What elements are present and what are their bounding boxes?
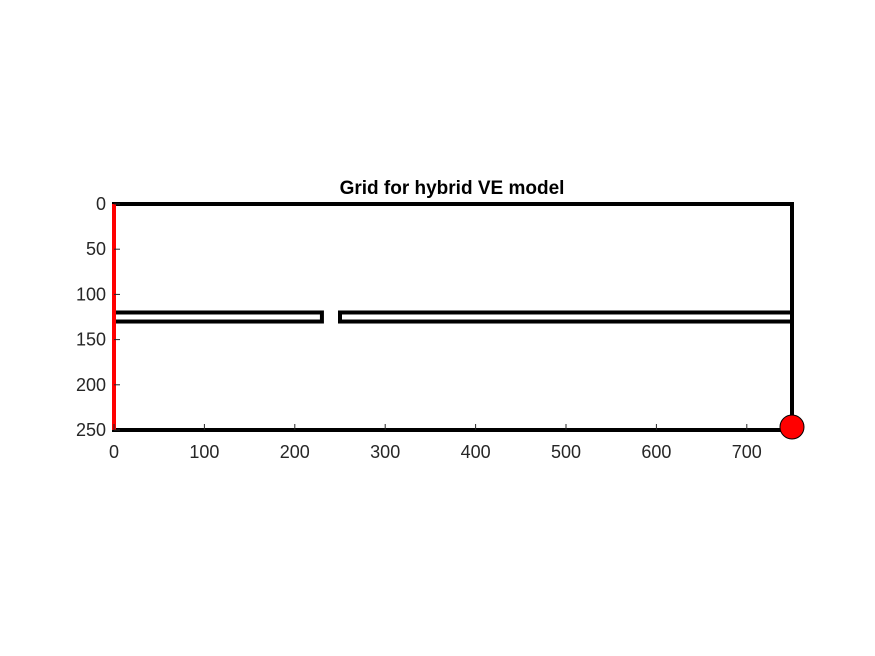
x-tick-label: 700 <box>732 442 762 462</box>
y-tick-label: 200 <box>76 375 106 395</box>
y-tick-label: 150 <box>76 330 106 350</box>
barrier-segment-2 <box>338 310 794 324</box>
y-tick-label: 0 <box>96 194 106 214</box>
y-tick-label: 50 <box>86 239 106 259</box>
x-tick-label: 100 <box>189 442 219 462</box>
barrier-segment-1 <box>112 310 324 324</box>
x-tick-label: 300 <box>370 442 400 462</box>
x-tick-label: 0 <box>109 442 119 462</box>
y-tick-label: 100 <box>76 284 106 304</box>
well-marker <box>779 414 805 440</box>
x-tick-label: 500 <box>551 442 581 462</box>
x-tick-label: 600 <box>641 442 671 462</box>
x-tick-label: 400 <box>461 442 491 462</box>
grid-outline <box>112 202 794 432</box>
barrier-layer-outline <box>112 310 794 324</box>
figure-title: Grid for hybrid VE model <box>340 178 565 199</box>
well-marker-group <box>779 414 805 440</box>
y-axis-ticks: 0 50 100 150 200 250 <box>76 194 120 440</box>
x-axis-ticks: 0 100 200 300 400 500 600 700 <box>109 424 762 462</box>
y-tick-label: 250 <box>76 420 106 440</box>
x-tick-label: 200 <box>280 442 310 462</box>
